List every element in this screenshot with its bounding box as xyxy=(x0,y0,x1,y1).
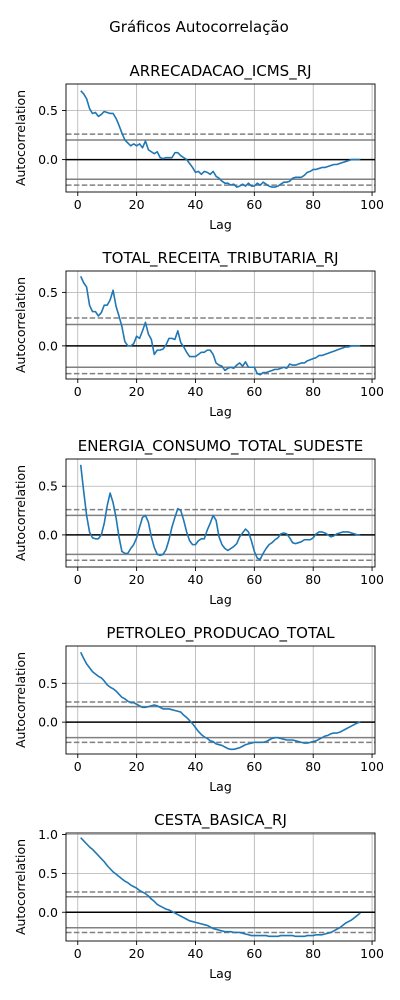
x-tick-label: 0 xyxy=(74,197,82,212)
figure-title: Gráficos Autocorrelação xyxy=(109,18,289,36)
x-tick-label: 40 xyxy=(188,197,204,212)
axes-frame xyxy=(65,832,376,942)
x-axis-label: Lag xyxy=(209,404,232,419)
y-tick-label: 0.5 xyxy=(38,103,58,118)
x-tick-label: 80 xyxy=(305,572,321,587)
subplot-4: 0 20 40 60 80 100 0.5 0.0 PETROLEO_PRODUCAO_TOTA… xyxy=(13,624,384,794)
subplot-title: ARRECADACAO_ICMS_RJ xyxy=(129,62,311,81)
x-tick-label: 80 xyxy=(305,384,321,399)
axes-frame xyxy=(65,458,376,568)
subplot-3: 0 20 40 60 80 100 0.5 0.0 ENERGIA_CONSUMO_TOTAL_… xyxy=(13,437,384,607)
y-axis-label: Autocorrelation xyxy=(13,465,28,561)
x-tick-label: 80 xyxy=(305,759,321,774)
axes-frame xyxy=(65,645,376,755)
y-tick-label: 0.0 xyxy=(38,338,58,353)
x-tick-label: 100 xyxy=(360,946,384,961)
y-tick-label: 0.5 xyxy=(38,479,58,494)
subplot-2: 0 20 40 60 80 100 0.5 0.0 TOTAL_RECEITA_TRIBUTAR… xyxy=(13,249,384,419)
x-tick-label: 60 xyxy=(246,759,262,774)
autocorrelation-series-line xyxy=(80,90,361,188)
x-axis-label: Lag xyxy=(209,592,232,607)
subplot-1: 0 20 40 60 80 100 0.5 0.0 ARRECADACAO_ICMS_RJ Lag… xyxy=(13,62,384,232)
y-axis-label: Autocorrelation xyxy=(13,839,28,935)
y-tick-label: 0.0 xyxy=(38,715,58,730)
y-tick-label: 0.5 xyxy=(38,676,58,691)
x-tick-label: 80 xyxy=(305,197,321,212)
figure-title-wrap: Gráficos Autocorrelação xyxy=(0,17,400,36)
y-tick-label: 0.0 xyxy=(38,527,58,542)
x-tick-label: 20 xyxy=(129,197,145,212)
x-tick-label: 100 xyxy=(360,759,384,774)
x-tick-label: 40 xyxy=(188,572,204,587)
x-tick-label: 40 xyxy=(188,759,204,774)
x-axis-label: Lag xyxy=(209,217,232,232)
x-tick-label: 0 xyxy=(74,384,82,399)
subplot-title: ENERGIA_CONSUMO_TOTAL_SUDESTE xyxy=(78,437,363,456)
x-tick-label: 40 xyxy=(188,384,204,399)
x-tick-label: 40 xyxy=(188,946,204,961)
autocorrelation-series-line xyxy=(79,651,361,751)
x-tick-label: 0 xyxy=(74,759,82,774)
y-tick-label: 0.0 xyxy=(38,905,58,920)
x-tick-label: 60 xyxy=(246,946,262,961)
subplot-title: CESTA_BASICA_RJ xyxy=(154,811,287,830)
subplot-title: PETROLEO_PRODUCAO_TOTAL xyxy=(106,624,335,643)
x-axis-label: Lag xyxy=(209,779,232,794)
x-tick-label: 60 xyxy=(246,197,262,212)
axes-frame xyxy=(65,270,376,380)
autocorrelation-series-line xyxy=(80,837,361,938)
x-tick-label: 80 xyxy=(305,946,321,961)
y-axis-label: Autocorrelation xyxy=(13,652,28,748)
y-tick-label: 1.0 xyxy=(38,827,58,842)
x-tick-label: 0 xyxy=(74,946,82,961)
subplot-5: 0 20 40 60 80 100 1.0 0.5 0.0 CESTA_BASICA_RJ Lag A… xyxy=(13,811,384,981)
y-tick-label: 0.0 xyxy=(38,152,58,167)
axes-frame xyxy=(65,83,376,193)
y-axis-label: Autocorrelation xyxy=(13,277,28,373)
x-tick-label: 20 xyxy=(129,572,145,587)
x-tick-label: 20 xyxy=(129,946,145,961)
y-tick-label: 0.5 xyxy=(38,866,58,881)
autocorrelation-series-line xyxy=(79,464,361,561)
x-axis-label: Lag xyxy=(209,966,232,981)
y-axis-label: Autocorrelation xyxy=(13,90,28,186)
subplot-title: TOTAL_RECEITA_TRIBUTARIA_RJ xyxy=(101,249,338,268)
x-tick-label: 20 xyxy=(129,384,145,399)
x-tick-label: 100 xyxy=(360,197,384,212)
x-tick-label: 60 xyxy=(246,384,262,399)
x-tick-label: 100 xyxy=(360,384,384,399)
x-tick-label: 0 xyxy=(74,572,82,587)
x-tick-label: 100 xyxy=(360,572,384,587)
autocorrelation-series-line xyxy=(79,276,361,376)
x-tick-label: 20 xyxy=(129,759,145,774)
y-tick-label: 0.5 xyxy=(38,285,58,300)
x-tick-label: 60 xyxy=(246,572,262,587)
